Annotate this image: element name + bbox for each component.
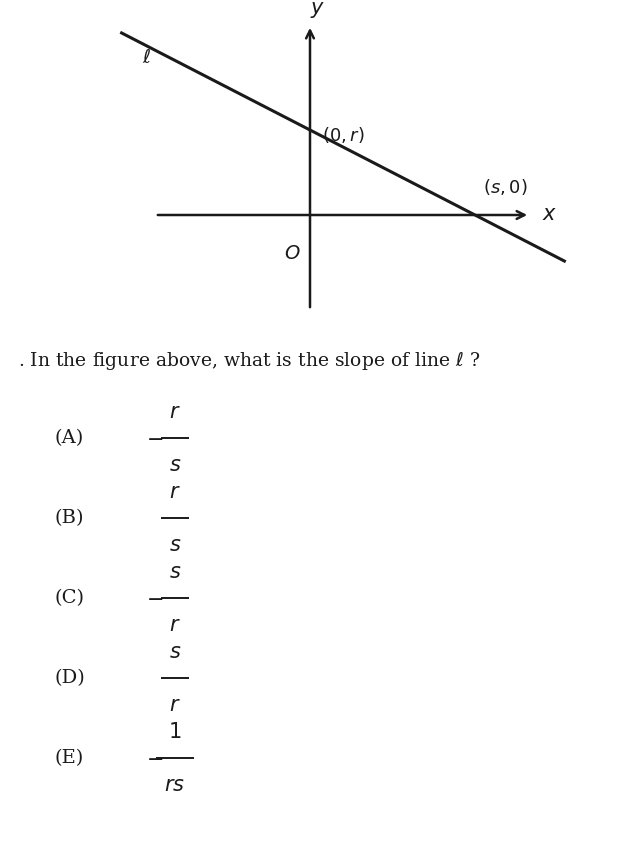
Text: $r$: $r$: [169, 696, 181, 715]
Text: $O$: $O$: [284, 245, 300, 263]
Text: $s$: $s$: [169, 563, 181, 582]
Text: $r$: $r$: [169, 616, 181, 635]
Text: (E): (E): [55, 749, 84, 767]
Text: . In the figure above, what is the slope of line $\ell$ ?: . In the figure above, what is the slope…: [18, 349, 480, 371]
Text: $r$: $r$: [169, 483, 181, 502]
Text: $y$: $y$: [310, 0, 325, 20]
Text: $x$: $x$: [542, 205, 557, 225]
Text: $(s, 0)$: $(s, 0)$: [483, 177, 527, 197]
Text: $-$: $-$: [146, 428, 164, 448]
Text: $s$: $s$: [169, 536, 181, 555]
Text: $\ell$: $\ell$: [142, 47, 151, 67]
Text: $(0, r)$: $(0, r)$: [322, 125, 364, 145]
Text: (A): (A): [55, 429, 84, 447]
Text: (D): (D): [55, 669, 86, 687]
Text: $rs$: $rs$: [164, 776, 185, 795]
Text: $-$: $-$: [146, 588, 164, 608]
Text: (C): (C): [55, 589, 85, 607]
Text: (B): (B): [55, 509, 85, 527]
Text: $1$: $1$: [169, 722, 182, 742]
Text: $r$: $r$: [169, 403, 181, 422]
Text: $s$: $s$: [169, 456, 181, 475]
Text: $s$: $s$: [169, 643, 181, 662]
Text: $-$: $-$: [146, 748, 164, 768]
